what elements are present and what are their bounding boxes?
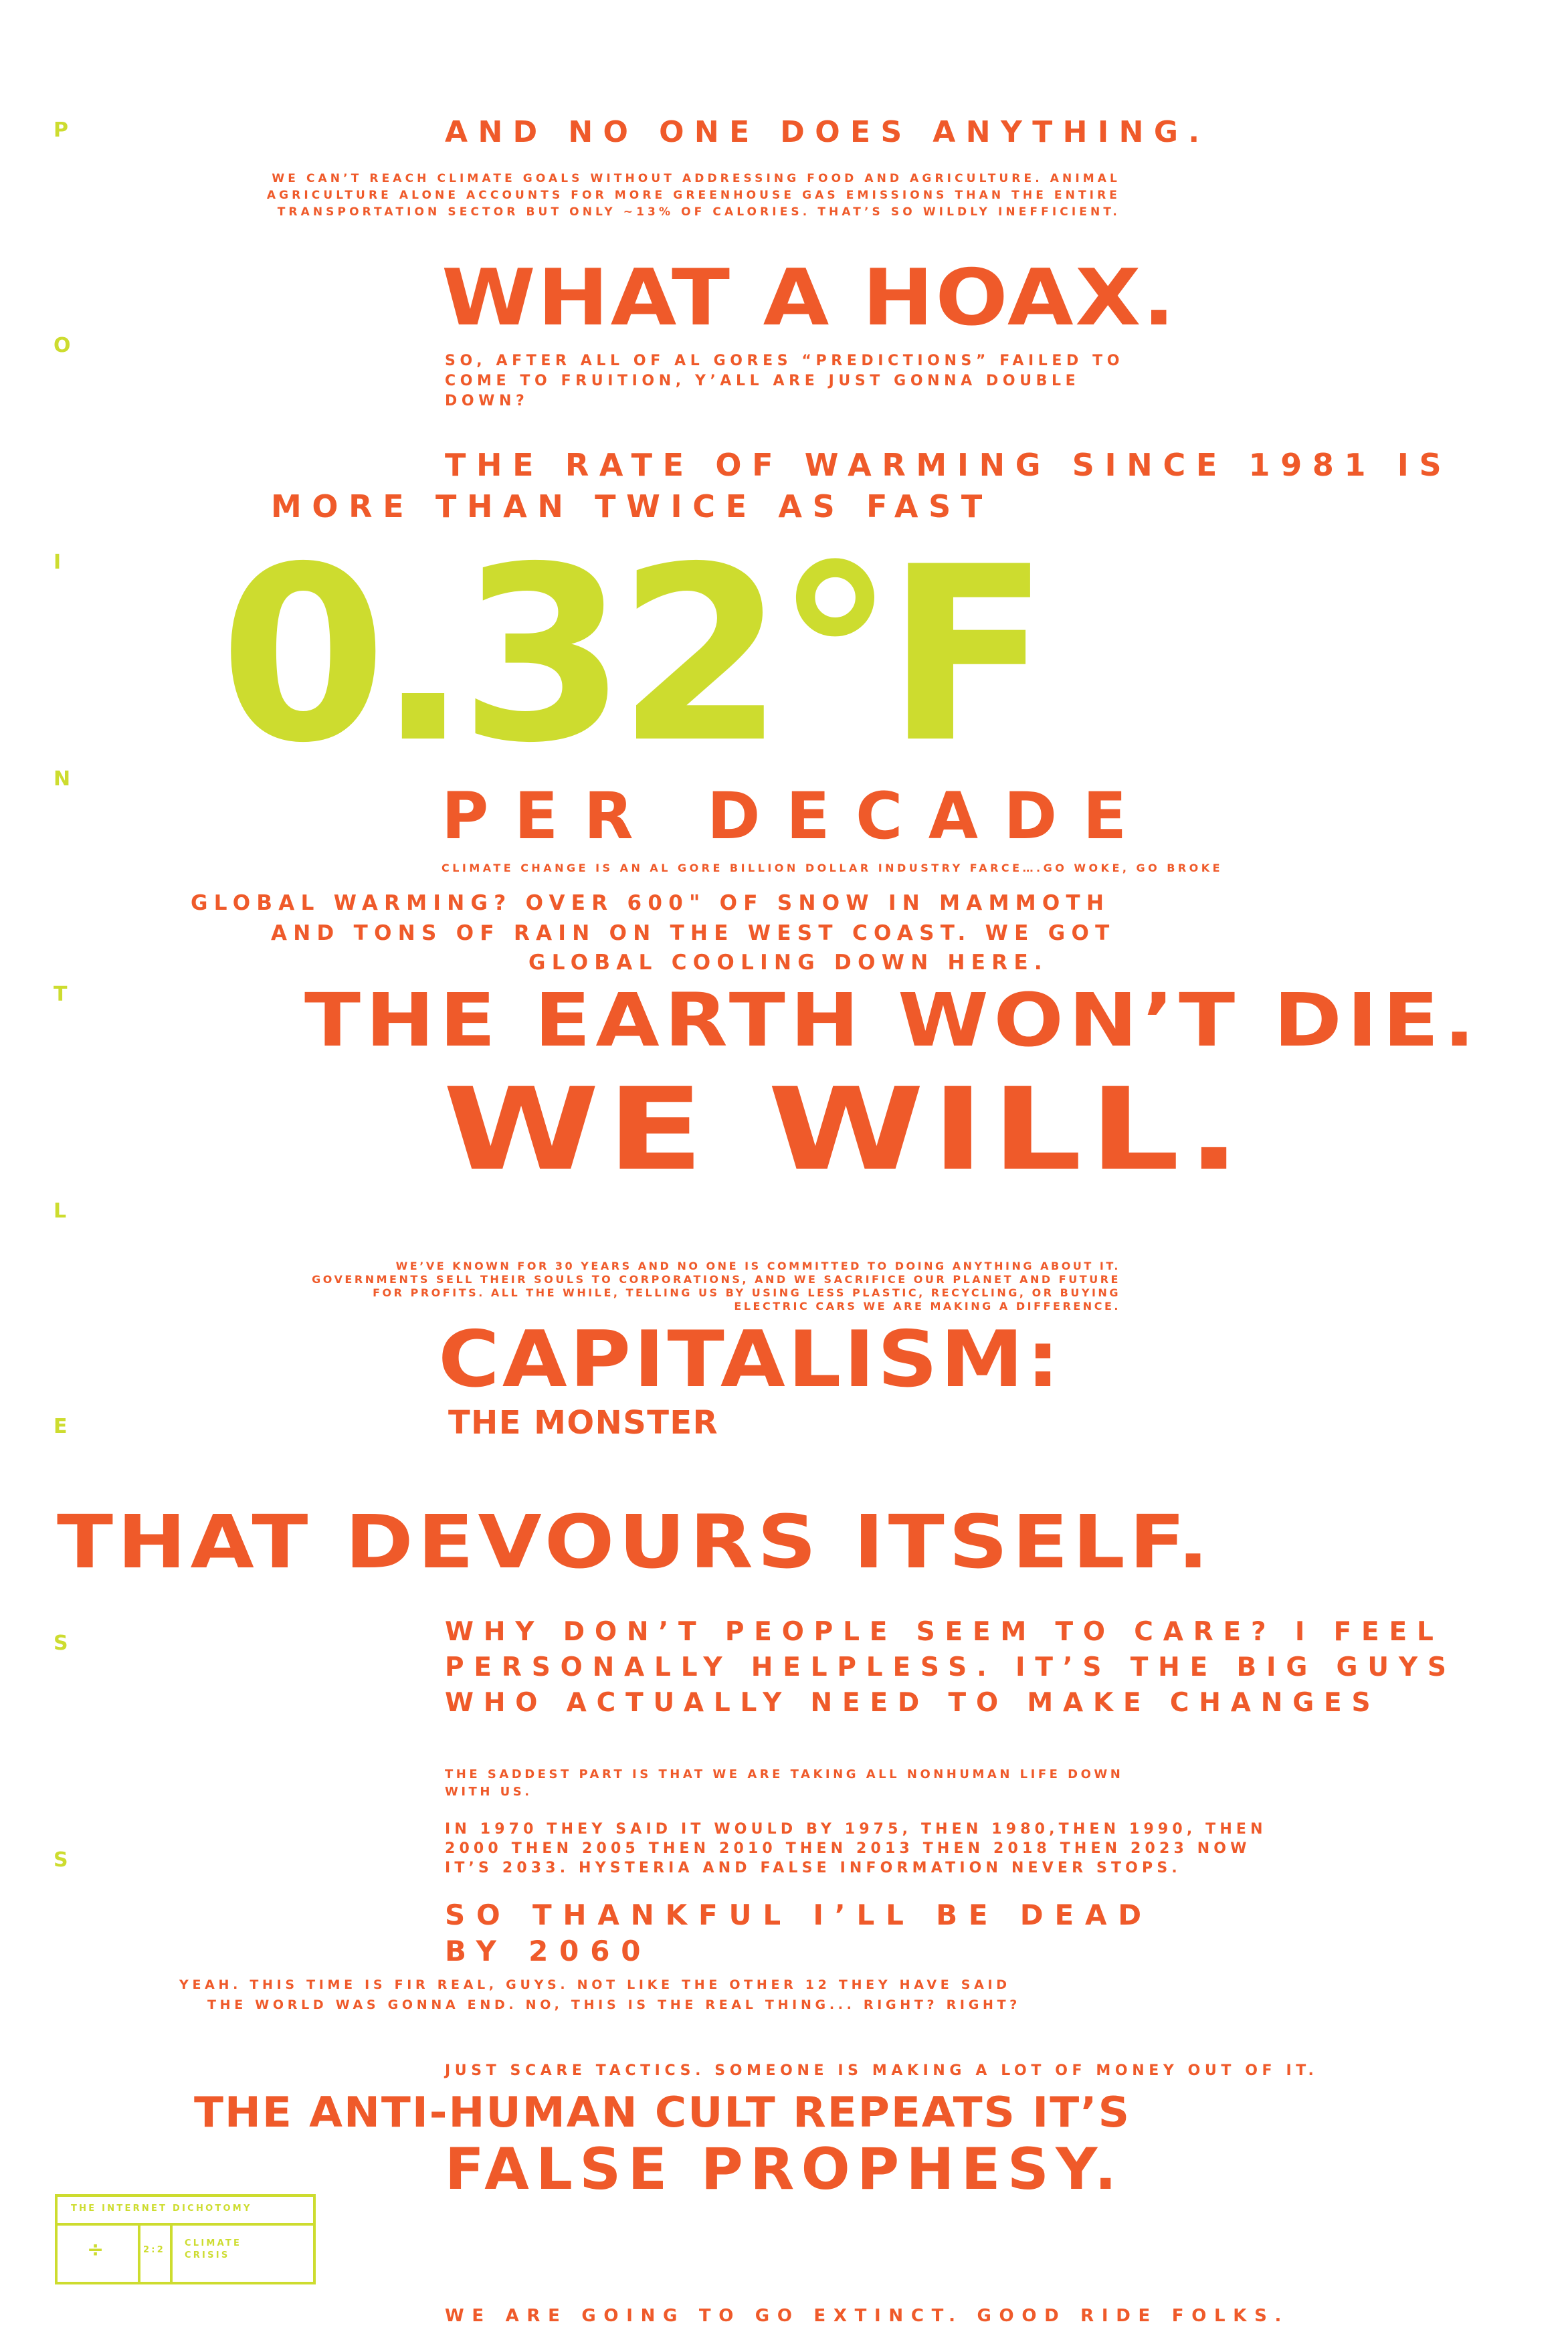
side-letter: T [54, 983, 68, 1006]
big-stat-temperature: 0.32°F [219, 515, 1050, 795]
headline-no-one-does-anything: AND NO ONE DOES ANYTHING. [445, 115, 1210, 149]
comment-by-2060: BY 2060 [445, 1935, 652, 1967]
side-letter: I [54, 551, 62, 574]
series-label-box: THE INTERNET DICHOTOMY ÷ 2:2 CLIMATE CRI… [55, 2194, 316, 2284]
comment-fir-real: YEAH. THIS TIME IS FIR REAL, GUYS. NOT L… [179, 1977, 1011, 1992]
comment-scare-tactics: JUST SCARE TACTICS. SOMEONE IS MAKING A … [445, 2062, 1318, 2079]
fact-per-decade: PER DECADE [442, 779, 1153, 854]
comment-thankful-be-dead: SO THANKFUL I’LL BE DEAD [445, 1898, 1153, 1931]
comment-al-gore-predictions: SO, AFTER ALL OF AL GORES “PREDICTIONS” … [445, 353, 1124, 409]
comment-big-guys: WHO ACTUALLY NEED TO MAKE CHANGES [445, 1688, 1381, 1718]
fact-rate-of-warming: THE RATE OF WARMING SINCE 1981 IS [445, 447, 1452, 483]
comment-why-dont-people-care: WHY DON’T PEOPLE SEEM TO CARE? I FEEL [445, 1617, 1444, 1647]
headline-we-will: WE WILL. [443, 1064, 1248, 1196]
headline-anti-human-cult: THE ANTI-HUMAN CULT REPEATS IT’S [194, 2088, 1131, 2137]
comment-real-thing: THE WORLD WAS GONNA END. NO, THIS IS THE… [207, 1997, 1021, 2012]
side-letter: L [54, 1199, 67, 1223]
comment-hysteria: IN 1970 THEY SAID IT WOULD BY 1975, THEN… [445, 1821, 1267, 1876]
comment-snow-mammoth: GLOBAL WARMING? OVER 600" OF SNOW IN MAM… [191, 891, 1110, 915]
series-label-climate: CLIMATE [185, 2238, 242, 2248]
comment-billion-dollar-farce: CLIMATE CHANGE IS AN AL GORE BILLION DOL… [442, 862, 1223, 874]
side-letter: E [54, 1415, 68, 1438]
series-divider-h [58, 2223, 313, 2226]
comment-go-extinct: WE ARE GOING TO GO EXTINCT. GOOD RIDE FO… [445, 2306, 1290, 2326]
comment-global-cooling: GLOBAL COOLING DOWN HERE. [528, 951, 1048, 975]
comment-saddest-part: THE SADDEST PART IS THAT WE ARE TAKING A… [445, 1767, 1124, 1799]
series-divider-v1 [138, 2223, 140, 2282]
division-icon: ÷ [87, 2238, 104, 2262]
side-letter: S [54, 1632, 68, 1655]
series-number: 2:2 [143, 2245, 166, 2255]
side-letter: O [54, 334, 71, 357]
headline-devours-itself: THAT DEVOURS ITSELF. [57, 1499, 1213, 1585]
comment-personally-helpless: PERSONALLY HELPLESS. IT’S THE BIG GUYS [445, 1652, 1456, 1682]
side-letter: S [54, 1848, 68, 1872]
series-label-crisis: CRISIS [185, 2250, 230, 2260]
side-letter: P [54, 118, 68, 142]
series-title: THE INTERNET DICHOTOMY [71, 2204, 252, 2214]
comment-agriculture: WE CAN’T REACH CLIMATE GOALS WITHOUT ADD… [266, 172, 1120, 219]
headline-false-prophesy: FALSE PROPHESY. [445, 2136, 1124, 2203]
headline-capitalism: CAPITALISM: [438, 1314, 1062, 1405]
headline-earth-wont-die: THE EARTH WON’T DIE. [304, 977, 1480, 1063]
fact-twice-as-fast: MORE THAN TWICE AS FAST [271, 488, 993, 524]
series-divider-v2 [170, 2223, 173, 2282]
comment-rain-west-coast: AND TONS OF RAIN ON THE WEST COAST. WE G… [271, 921, 1116, 945]
comment-known-for-30-years: WE’VE KNOWN FOR 30 YEARS AND NO ONE IS C… [312, 1260, 1120, 1312]
side-letter: N [54, 767, 71, 791]
headline-the-monster: THE MONSTER [448, 1404, 719, 1442]
headline-what-a-hoax: WHAT A HOAX. [442, 253, 1177, 343]
